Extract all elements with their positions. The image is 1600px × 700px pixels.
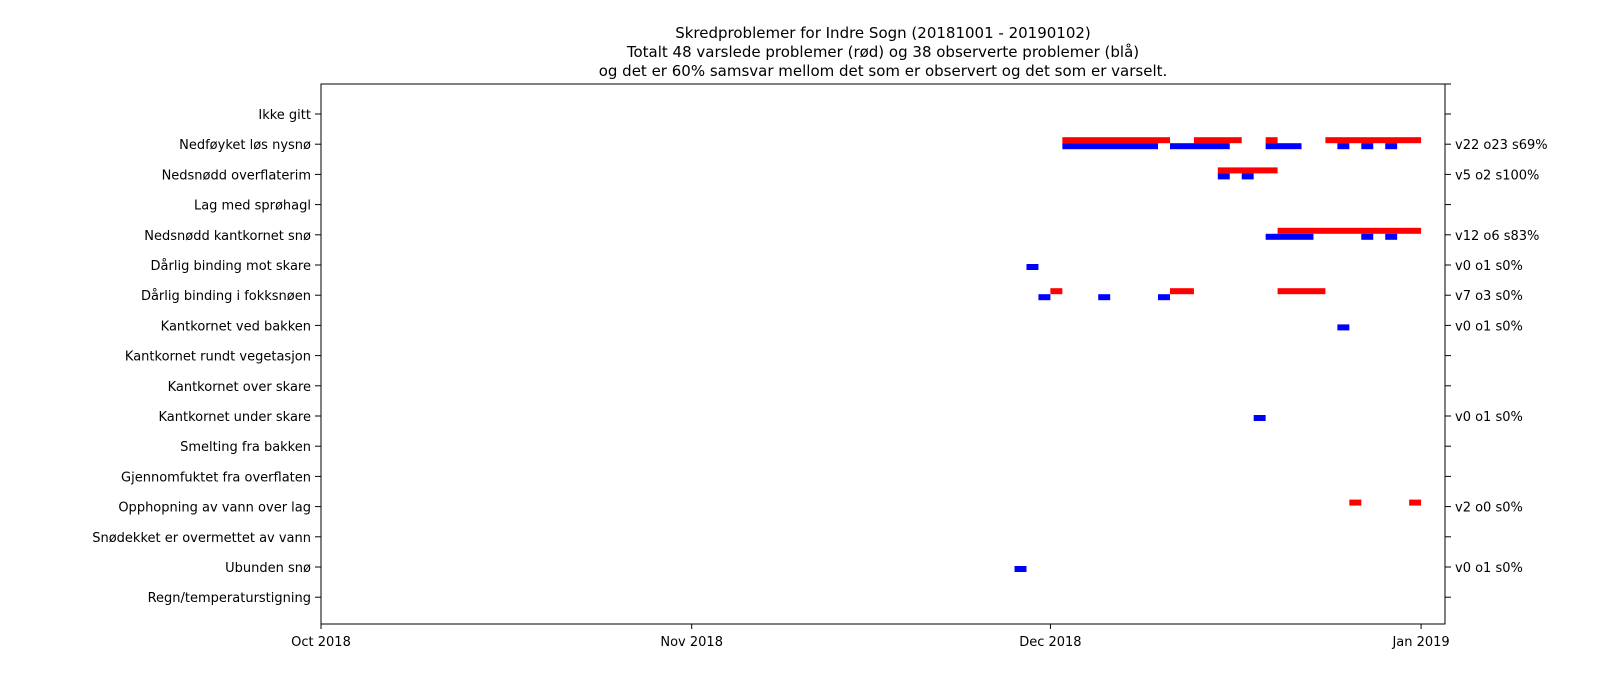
forecast-bar xyxy=(1277,288,1326,295)
y-tick-label: Opphopning av vann over lag xyxy=(118,501,311,516)
y-tick-label: Smelting fra bakken xyxy=(180,440,311,455)
stats-label: v5 o2 s100% xyxy=(1455,168,1539,183)
bars-layer xyxy=(1014,137,1422,572)
y-tick-label: Kantkornet under skare xyxy=(158,410,311,425)
forecast-bar xyxy=(1325,137,1422,144)
forecast-bar xyxy=(1062,137,1170,144)
y-tick-label: Nedsnødd kantkornet snø xyxy=(144,229,311,244)
title-line-3: og det er 60% samsvar mellom det som er … xyxy=(599,62,1168,80)
observed-bar xyxy=(1014,566,1027,572)
forecast-bar xyxy=(1349,499,1362,506)
stats-label: v0 o1 s0% xyxy=(1455,410,1523,425)
stats-label: v0 o1 s0% xyxy=(1455,259,1523,274)
observed-bar xyxy=(1337,324,1350,331)
chart-title: Skredproblemer for Indre Sogn (20181001 … xyxy=(599,24,1168,80)
forecast-bar xyxy=(1277,227,1422,234)
y-tick-label: Dårlig binding mot skare xyxy=(151,259,311,274)
y-tick-label: Ubunden snø xyxy=(225,561,311,576)
observed-bar xyxy=(1265,233,1314,240)
stats-label: v2 o0 s0% xyxy=(1455,501,1523,516)
x-tick-label: Oct 2018 xyxy=(291,635,351,650)
y-tick-label: Nedføyket løs nysnø xyxy=(179,138,311,153)
observed-bar xyxy=(1385,233,1398,240)
observed-bar xyxy=(1337,143,1350,150)
observed-bar xyxy=(1158,294,1170,301)
y-tick-label: Lag med sprøhagl xyxy=(194,199,311,214)
observed-bar xyxy=(1026,264,1039,270)
plot-frame xyxy=(320,83,1446,625)
title-line-2: Totalt 48 varslede problemer (rød) og 38… xyxy=(626,43,1139,61)
observed-bar xyxy=(1385,143,1398,150)
y-axis: Ikke gitt Nedføyket løs nysnø Nedsnødd ove… xyxy=(92,83,1451,606)
observed-bar xyxy=(1361,143,1374,150)
y-tick-label: Kantkornet rundt vegetasjon xyxy=(125,350,311,365)
observed-bar xyxy=(1062,143,1159,150)
forecast-bar xyxy=(1409,499,1422,506)
y-tick-label: Dårlig binding i fokksnøen xyxy=(141,289,311,304)
stats-label: v22 o23 s69% xyxy=(1455,138,1548,153)
y-tick-label: Kantkornet ved bakken xyxy=(161,319,311,334)
forecast-bar xyxy=(1169,288,1194,295)
x-axis: Oct 2018 Nov 2018 Dec 2018 Jan 2019 xyxy=(291,624,1450,650)
observed-bar xyxy=(1169,143,1230,150)
observed-bar xyxy=(1098,294,1111,301)
y-tick-label: Kantkornet over skare xyxy=(168,380,311,395)
title-line-1: Skredproblemer for Indre Sogn (20181001 … xyxy=(675,24,1091,42)
forecast-bar xyxy=(1050,288,1063,295)
stats-label: v0 o1 s0% xyxy=(1455,319,1523,334)
x-tick-label: Dec 2018 xyxy=(1019,635,1081,650)
y-tick-label: Regn/temperaturstigning xyxy=(148,591,311,606)
observed-bar xyxy=(1241,173,1254,180)
observed-bar xyxy=(1038,294,1051,301)
y-tick-label: Ikke gitt xyxy=(258,108,311,123)
forecast-bar xyxy=(1265,137,1278,144)
x-tick-label: Jan 2019 xyxy=(1391,635,1449,650)
y-tick-label: Gjennomfuktet fra overflaten xyxy=(121,470,311,485)
observed-bar xyxy=(1265,143,1302,150)
stats-label: v12 o6 s83% xyxy=(1455,229,1539,244)
right-stats-labels: v22 o23 s69% v5 o2 s100% v12 o6 s83% v0 o1 … xyxy=(1455,138,1548,576)
observed-bar xyxy=(1217,173,1230,180)
stats-label: v0 o1 s0% xyxy=(1455,561,1523,576)
observed-bar xyxy=(1361,233,1374,240)
forecast-bar xyxy=(1193,137,1242,144)
forecast-bar xyxy=(1217,167,1278,174)
stats-label: v7 o3 s0% xyxy=(1455,289,1523,304)
x-tick-label: Nov 2018 xyxy=(660,635,723,650)
y-tick-label: Nedsnødd overflaterim xyxy=(162,168,311,183)
observed-bar xyxy=(1253,415,1266,421)
y-tick-label: Snødekket er overmettet av vann xyxy=(92,531,311,546)
